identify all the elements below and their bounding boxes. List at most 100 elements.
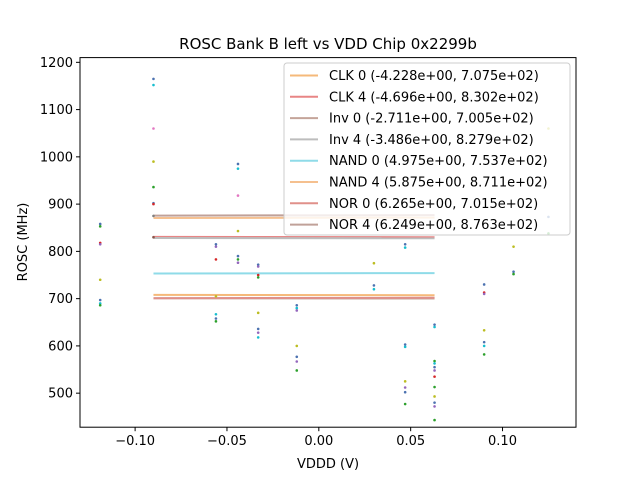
- data-point: [433, 362, 436, 365]
- data-point: [256, 327, 260, 331]
- data-point: [433, 325, 436, 329]
- data-point: [214, 294, 218, 298]
- data-point: [152, 127, 155, 130]
- data-point: [236, 254, 240, 258]
- y-tick-label: 1100: [40, 103, 73, 118]
- data-point: [403, 386, 407, 389]
- data-point: [236, 261, 240, 265]
- y-tick-label: 600: [48, 339, 73, 354]
- legend-box: [283, 62, 571, 236]
- data-point: [236, 229, 240, 233]
- data-point: [152, 202, 155, 206]
- data-point: [295, 306, 299, 310]
- data-point: [433, 359, 436, 363]
- data-point: [372, 261, 376, 265]
- data-point: [433, 365, 436, 369]
- data-point: [152, 214, 155, 218]
- data-point: [98, 298, 102, 302]
- legend-label: CLK 4 (-4.696e+00, 8.302e+02): [329, 90, 539, 105]
- data-point: [482, 329, 486, 332]
- data-point: [98, 278, 102, 282]
- data-point: [295, 355, 299, 359]
- data-point: [214, 242, 218, 246]
- data-point: [98, 302, 102, 305]
- legend-label: NAND 0 (4.975e+00, 7.537e+02): [329, 154, 548, 169]
- data-point: [512, 245, 515, 248]
- data-point: [236, 194, 240, 197]
- data-point: [433, 395, 436, 398]
- chart-title: ROSC Bank B left vs VDD Chip 0x2299b: [179, 35, 477, 53]
- data-point: [403, 380, 407, 383]
- data-point: [295, 303, 299, 307]
- x-axis: −0.10 −0.05 0.00 0.05 0.10: [115, 427, 517, 449]
- data-point: [403, 402, 407, 406]
- data-point: [295, 369, 299, 372]
- data-point: [403, 345, 407, 349]
- y-axis: 500 600 700 800 900 1000 1100 1200: [40, 56, 80, 402]
- data-point: [482, 344, 486, 348]
- data-point: [433, 375, 436, 378]
- data-point: [403, 390, 407, 394]
- x-tick-label: −0.05: [207, 434, 247, 449]
- data-point: [433, 369, 436, 372]
- legend-label: CLK 0 (-4.228e+00, 7.075e+02): [329, 69, 539, 84]
- data-point: [98, 242, 102, 246]
- y-tick-label: 800: [48, 245, 73, 260]
- data-point: [152, 235, 155, 239]
- data-point: [433, 418, 436, 422]
- plot-frame: [79, 57, 577, 428]
- data-point: [295, 309, 299, 312]
- data-point: [214, 320, 218, 323]
- data-point: [152, 160, 155, 163]
- legend-label: NOR 0 (6.265e+00, 7.015e+02): [329, 197, 538, 212]
- legend-label: Inv 0 (-2.711e+00, 7.005e+02): [329, 112, 534, 127]
- data-point: [372, 284, 376, 287]
- data-point: [236, 162, 240, 166]
- legend-label: Inv 4 (-3.486e+00, 8.279e+02): [329, 133, 534, 148]
- data-point: [256, 276, 260, 279]
- data-point: [256, 273, 260, 277]
- data-point: [403, 242, 407, 246]
- data-point: [98, 222, 102, 226]
- data-point: [256, 263, 260, 266]
- x-tick-label: 0.00: [304, 434, 333, 449]
- data-point: [256, 336, 260, 339]
- x-tick-label: −0.10: [115, 434, 155, 449]
- data-point: [295, 360, 299, 363]
- data-point: [214, 317, 218, 320]
- data-point: [295, 344, 299, 348]
- y-axis-label: ROSC (MHz): [16, 203, 31, 282]
- data-point: [236, 258, 240, 261]
- data-point: [482, 353, 486, 356]
- legend: CLK 0 (-4.228e+00, 7.075e+02) CLK 4 (-4.6…: [283, 62, 571, 236]
- legend-label: NOR 4 (6.249e+00, 8.763e+02): [329, 218, 538, 233]
- data-point: [433, 401, 436, 404]
- data-point: [433, 385, 436, 389]
- data-point: [482, 292, 486, 296]
- data-point: [512, 272, 515, 276]
- data-point: [256, 265, 260, 268]
- data-point: [152, 77, 155, 81]
- data-point: [433, 405, 436, 408]
- y-tick-label: 1200: [40, 56, 73, 71]
- data-point: [98, 303, 102, 307]
- data-point: [512, 270, 515, 274]
- x-tick-label: 0.10: [488, 434, 517, 449]
- x-tick-label: 0.05: [396, 434, 425, 449]
- data-point: [372, 287, 376, 291]
- data-point: [482, 340, 486, 344]
- data-point: [152, 83, 155, 87]
- data-point: [482, 283, 486, 286]
- y-tick-label: 700: [48, 292, 73, 307]
- data-point: [98, 225, 102, 228]
- data-point: [214, 258, 218, 261]
- data-point: [433, 323, 436, 326]
- data-point: [403, 343, 407, 346]
- data-point: [403, 246, 407, 249]
- data-point: [236, 167, 240, 170]
- data-point: [214, 312, 218, 316]
- y-tick-label: 1000: [40, 150, 73, 165]
- data-point: [256, 311, 260, 315]
- x-axis-label: VDDD (V): [297, 457, 359, 472]
